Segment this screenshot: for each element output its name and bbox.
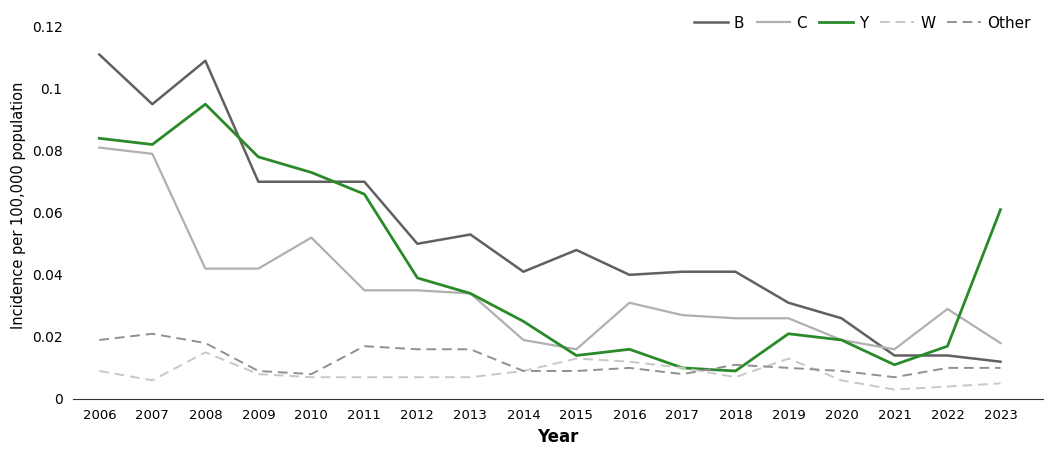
C xyxy=(464,291,476,296)
Line: Y: Y xyxy=(99,104,1000,371)
Y xyxy=(305,170,317,175)
Other xyxy=(994,365,1007,371)
B xyxy=(889,353,901,358)
Y xyxy=(199,101,212,107)
C xyxy=(941,306,954,312)
W xyxy=(518,368,530,374)
B xyxy=(464,232,476,237)
B xyxy=(729,269,742,275)
B xyxy=(252,179,265,185)
B xyxy=(941,353,954,358)
C xyxy=(411,287,424,293)
Y xyxy=(835,337,847,343)
Other xyxy=(518,368,530,374)
W xyxy=(941,384,954,389)
Line: C: C xyxy=(99,148,1000,349)
B xyxy=(93,52,105,57)
C xyxy=(147,151,159,157)
W xyxy=(358,374,371,380)
B xyxy=(199,58,212,64)
Y xyxy=(252,154,265,159)
C xyxy=(994,340,1007,346)
B xyxy=(570,247,583,253)
C xyxy=(199,266,212,271)
W xyxy=(252,372,265,377)
C xyxy=(729,315,742,321)
B xyxy=(358,179,371,185)
Other xyxy=(782,365,795,371)
B xyxy=(147,101,159,107)
Y xyxy=(358,191,371,197)
B xyxy=(835,315,847,321)
Y-axis label: Incidence per 100,000 population: Incidence per 100,000 population xyxy=(12,81,26,329)
Other xyxy=(93,337,105,343)
C xyxy=(305,235,317,240)
Y xyxy=(676,365,688,371)
Other xyxy=(570,368,583,374)
W xyxy=(782,356,795,361)
Y xyxy=(889,362,901,367)
Y xyxy=(623,346,636,352)
C xyxy=(835,337,847,343)
W xyxy=(994,381,1007,386)
W xyxy=(464,374,476,380)
C xyxy=(782,315,795,321)
C xyxy=(623,300,636,305)
Other xyxy=(305,372,317,377)
Line: B: B xyxy=(99,54,1000,361)
Y xyxy=(570,353,583,358)
W xyxy=(570,356,583,361)
W xyxy=(729,374,742,380)
Other xyxy=(199,340,212,346)
B xyxy=(676,269,688,275)
W xyxy=(147,377,159,383)
Legend: B, C, Y, W, Other: B, C, Y, W, Other xyxy=(689,11,1035,35)
W xyxy=(889,387,901,393)
B xyxy=(994,359,1007,364)
Other xyxy=(729,362,742,367)
W xyxy=(93,368,105,374)
Y xyxy=(147,142,159,147)
Line: Other: Other xyxy=(99,334,1000,377)
C xyxy=(93,145,105,150)
Other xyxy=(464,346,476,352)
C xyxy=(676,313,688,318)
Y xyxy=(518,319,530,324)
C xyxy=(570,346,583,352)
W xyxy=(676,365,688,371)
Line: W: W xyxy=(99,352,1000,390)
B xyxy=(623,272,636,277)
Other xyxy=(147,331,159,336)
C xyxy=(358,287,371,293)
Y xyxy=(411,275,424,281)
B xyxy=(518,269,530,275)
Y xyxy=(93,136,105,141)
C xyxy=(518,337,530,343)
W xyxy=(623,359,636,364)
Y xyxy=(782,331,795,336)
Other xyxy=(835,368,847,374)
W xyxy=(199,350,212,355)
B xyxy=(305,179,317,185)
Other xyxy=(411,346,424,352)
B xyxy=(411,241,424,246)
Other xyxy=(889,374,901,380)
Y xyxy=(994,207,1007,213)
Other xyxy=(358,343,371,349)
Other xyxy=(941,365,954,371)
W xyxy=(411,374,424,380)
C xyxy=(889,346,901,352)
C xyxy=(252,266,265,271)
B xyxy=(782,300,795,305)
Y xyxy=(464,291,476,296)
Y xyxy=(729,368,742,374)
W xyxy=(835,377,847,383)
X-axis label: Year: Year xyxy=(538,428,579,446)
Other xyxy=(623,365,636,371)
Y xyxy=(941,343,954,349)
Other xyxy=(252,368,265,374)
Other xyxy=(676,372,688,377)
W xyxy=(305,374,317,380)
